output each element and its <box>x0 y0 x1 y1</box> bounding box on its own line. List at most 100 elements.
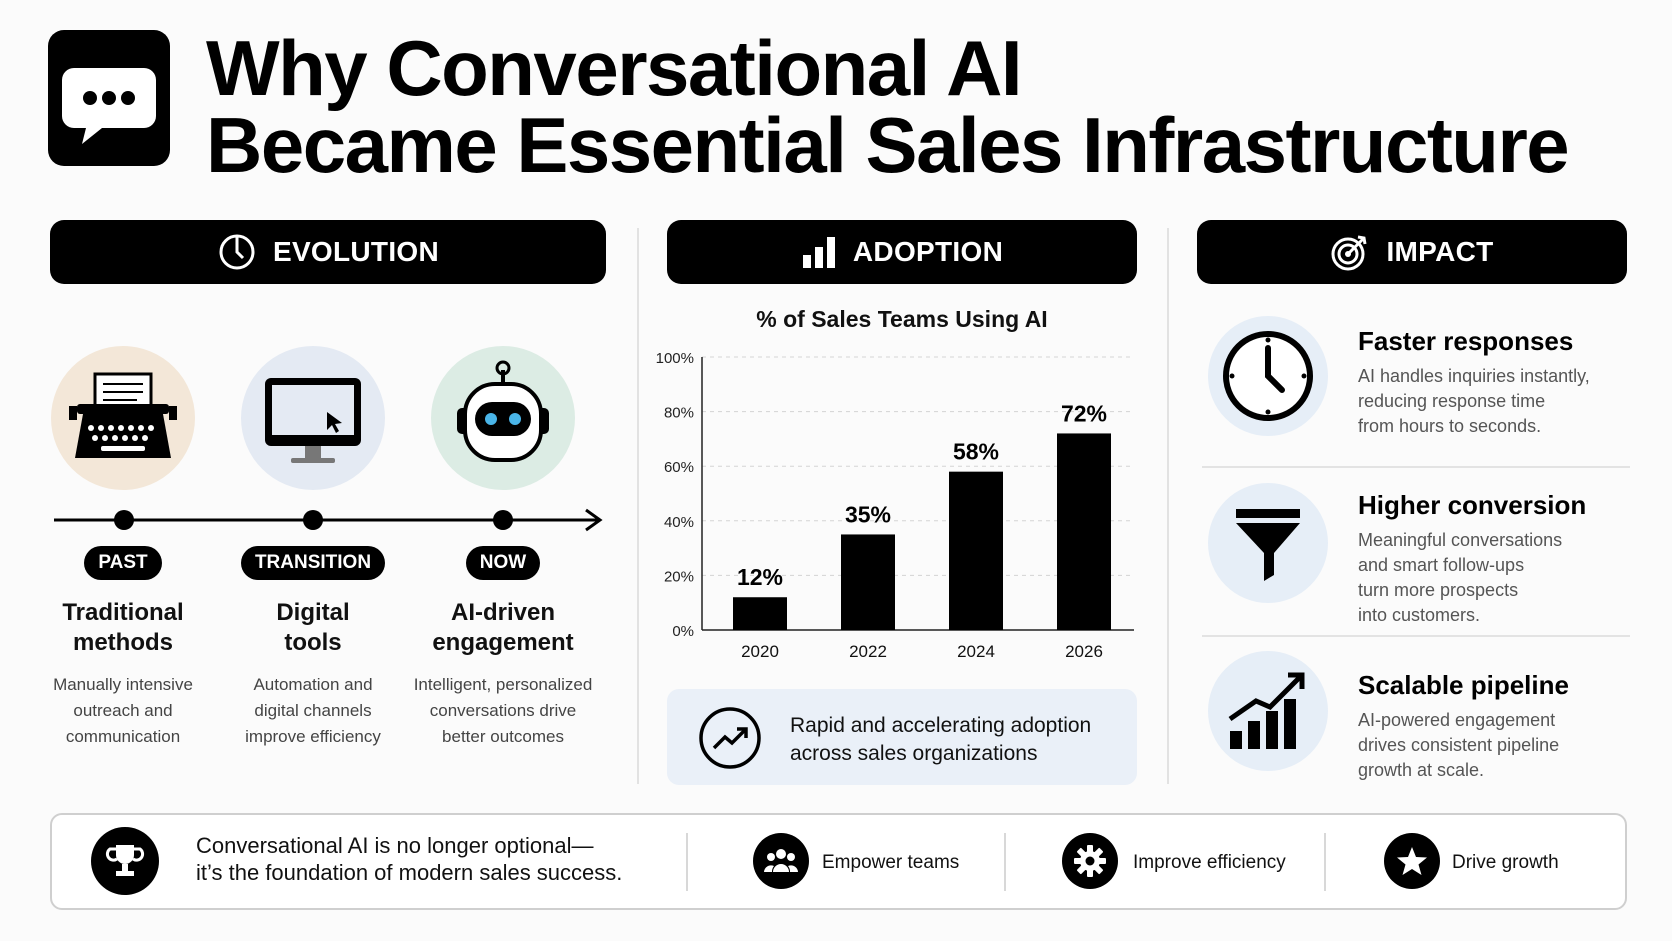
stage-name-line: methods <box>72 629 173 656</box>
bar-value-label: 58% <box>953 439 999 465</box>
chart-bar <box>733 597 787 630</box>
impact-title: Faster responses <box>1358 326 1574 356</box>
stage-name: Traditional methods <box>28 598 218 658</box>
impact-divider <box>1202 466 1630 468</box>
impact-desc-line: and smart follow-ups <box>1358 555 1525 575</box>
stage-desc-line: better outcomes <box>442 727 564 746</box>
impact-title: Scalable pipeline <box>1358 670 1569 700</box>
pillar-label: Improve efficiency <box>1133 852 1286 873</box>
stage-name-line: engagement <box>432 629 574 656</box>
y-tick-label: 100% <box>656 350 694 367</box>
chart-bar <box>949 471 1003 630</box>
y-tick-label: 0% <box>672 623 694 640</box>
y-tick-label: 80% <box>664 405 694 422</box>
stage-name: Digital tools <box>218 598 408 658</box>
pillar-label: Drive growth <box>1452 852 1559 873</box>
page-title-line2: Became Essential Sales Infrastructure <box>206 101 1570 189</box>
footer-divider <box>686 833 688 891</box>
impact-desc-line: Meaningful conversations <box>1358 530 1563 550</box>
x-tick-label: 2020 <box>741 642 779 661</box>
timeline <box>54 508 603 532</box>
bar-chart-icon <box>801 235 837 269</box>
impact-description: AI-powered engagement drives consistent … <box>1358 708 1618 783</box>
section-label-adoption: ADOPTION <box>852 236 1004 267</box>
y-tick-label: 40% <box>664 514 694 531</box>
section-label-evolution: EVOLUTION <box>272 236 440 267</box>
bar-value-label: 72% <box>1061 400 1107 426</box>
growth-chart-icon <box>1208 651 1328 771</box>
bar-value-label: 12% <box>737 564 783 590</box>
stage-pill-wrap: PAST <box>28 546 218 580</box>
stage-name: AI-driven engagement <box>408 598 598 658</box>
stage-name-line: tools <box>284 629 342 656</box>
footer-message-line: Conversational AI is no longer optional— <box>196 833 594 858</box>
stage-name-line: AI-driven <box>450 599 555 626</box>
star-icon <box>1384 833 1440 889</box>
impact-description: Meaningful conversations and smart follo… <box>1358 528 1618 628</box>
impact-desc-line: reducing response time <box>1358 391 1546 411</box>
stage-pill: PAST <box>84 546 162 580</box>
funnel-icon <box>1208 483 1328 603</box>
section-label-impact: IMPACT <box>1386 236 1494 267</box>
robot-icon <box>431 346 575 490</box>
impact-desc-line: growth at scale. <box>1358 760 1485 780</box>
impact-title: Higher conversion <box>1358 490 1587 520</box>
clock-outline-icon <box>217 232 257 272</box>
chart-bar <box>841 534 895 630</box>
stage-description: Manually intensive outreach and communic… <box>28 672 218 750</box>
page-title-line1: Why Conversational AI <box>206 24 1023 112</box>
chat-bubble-icon <box>48 30 170 166</box>
x-tick-label: 2026 <box>1065 642 1103 661</box>
bar-value-label: 35% <box>845 501 891 527</box>
stage-pill-wrap: TRANSITION <box>218 546 408 580</box>
y-tick-label: 60% <box>664 459 694 476</box>
footer-message-line: it’s the foundation of modern sales succ… <box>196 860 623 885</box>
stage-desc-line: Automation and <box>253 675 373 694</box>
typewriter-icon <box>51 346 195 490</box>
stage-desc-line: Intelligent, personalized <box>413 675 593 694</box>
section-header-impact: IMPACT <box>1197 220 1627 284</box>
section-header-adoption: ADOPTION <box>667 220 1137 284</box>
impact-desc-line: turn more prospects <box>1358 580 1519 600</box>
impact-desc-line: AI-powered engagement <box>1358 710 1556 730</box>
adoption-bar-chart: 0% 20% 40% 60% 80% 100% 12% 35% 58% 72% 2020 2022… <box>656 350 1134 661</box>
stage-desc-line: outreach and <box>73 701 173 720</box>
footer-banner <box>50 813 1627 910</box>
footer-divider <box>1324 833 1326 891</box>
stage-desc-line: conversations drive <box>429 701 577 720</box>
impact-desc-line: from hours to seconds. <box>1358 416 1542 436</box>
team-icon <box>753 833 809 889</box>
clock-icon <box>1208 316 1328 436</box>
monitor-icon <box>241 346 385 490</box>
adoption-note-line: Rapid and accelerating adoption <box>790 714 1092 737</box>
impact-description: AI handles inquiries instantly, reducing… <box>1358 364 1618 439</box>
trophy-icon <box>91 827 159 895</box>
section-header-evolution: EVOLUTION <box>50 220 606 284</box>
footer-message: Conversational AI is no longer optional—… <box>196 832 646 886</box>
target-icon <box>1330 232 1370 272</box>
pillar-label: Empower teams <box>822 852 960 873</box>
stage-description: Intelligent, personalized conversations … <box>408 672 598 750</box>
x-tick-label: 2024 <box>957 642 995 661</box>
footer-divider <box>1004 833 1006 891</box>
stage-name-line: Traditional <box>62 599 184 626</box>
column-divider <box>637 228 639 784</box>
x-tick-label: 2022 <box>849 642 887 661</box>
stage-pill: NOW <box>465 546 541 580</box>
y-tick-label: 20% <box>664 568 694 585</box>
stage-name-line: Digital <box>276 599 350 626</box>
column-divider <box>1167 228 1169 784</box>
stage-desc-line: communication <box>65 727 181 746</box>
adoption-note-line: across sales organizations <box>790 742 1038 765</box>
stage-pill: TRANSITION <box>240 546 386 580</box>
stage-desc-line: Manually intensive <box>53 675 193 694</box>
stage-desc-line: digital channels <box>254 701 372 720</box>
stage-desc-line: improve efficiency <box>245 727 381 746</box>
stage-pill-wrap: NOW <box>408 546 598 580</box>
trend-up-icon <box>698 706 762 775</box>
impact-desc-line: into customers. <box>1358 605 1481 625</box>
chart-bar <box>1057 433 1111 630</box>
adoption-note-text: Rapid and accelerating adoption across s… <box>790 712 1130 768</box>
stage-description: Automation and digital channels improve … <box>218 672 408 750</box>
impact-divider <box>1202 635 1630 637</box>
